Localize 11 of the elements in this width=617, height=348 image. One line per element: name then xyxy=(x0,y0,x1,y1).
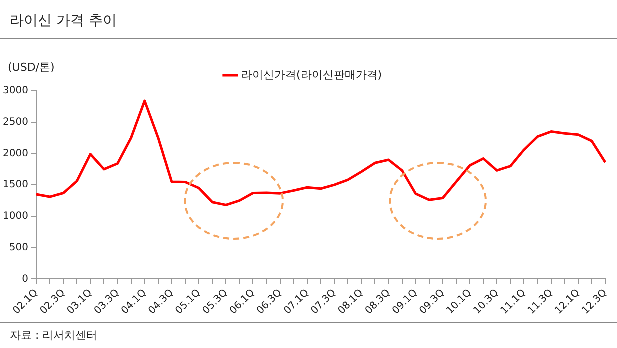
y-axis-title: (USD/톤) xyxy=(8,60,55,75)
chart-title: 라이신 가격 추이 xyxy=(10,12,117,30)
y-tick-label: 500 xyxy=(9,242,28,254)
y-tick-label: 0 xyxy=(22,274,28,285)
y-tick-label: 1500 xyxy=(2,180,28,191)
y-tick-label: 2500 xyxy=(2,116,28,128)
y-tick-label: 3000 xyxy=(2,86,28,97)
legend-label: 라이신가격(라이신판매가격) xyxy=(241,68,382,82)
y-tick-label: 1000 xyxy=(2,211,28,222)
text: 자료 : 리서치센터 xyxy=(10,328,98,343)
y-tick-label: 2000 xyxy=(2,148,28,160)
